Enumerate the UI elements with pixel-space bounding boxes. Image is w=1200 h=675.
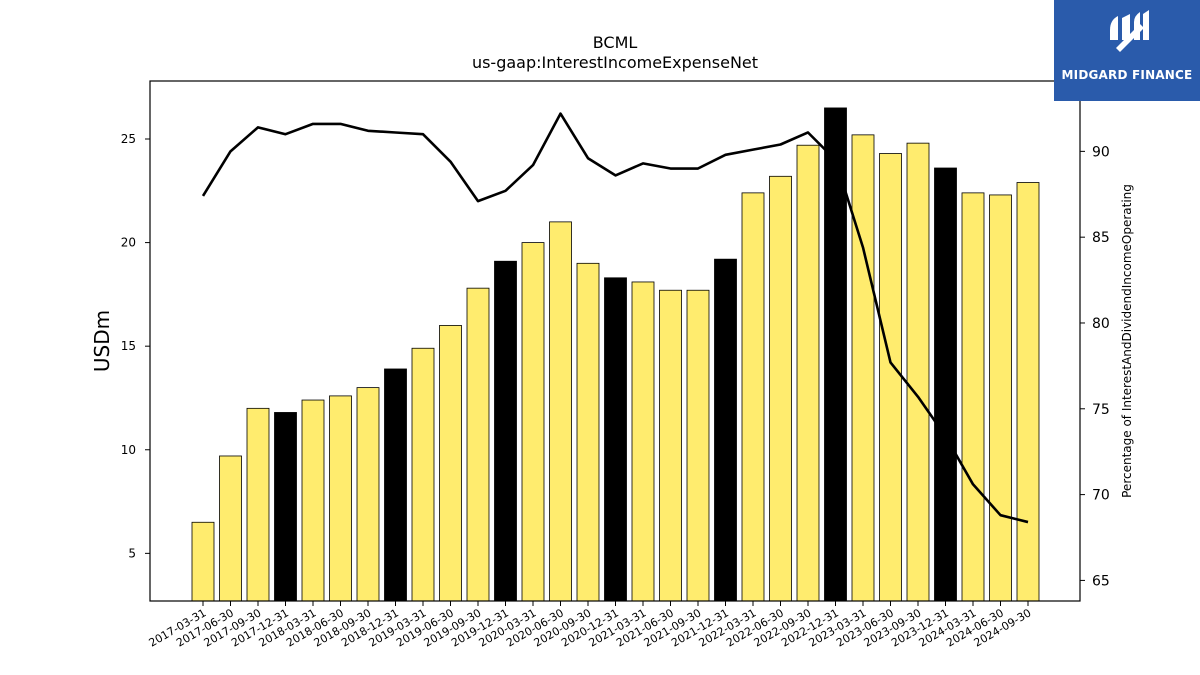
bar-2020-09-30 (576, 262, 600, 602)
x-axis-ticks: 2017-03-312017-06-302017-09-302017-12-31… (147, 601, 1034, 650)
bar-2017-03-31 (191, 521, 215, 602)
y2tick-label-85: 85 (1092, 230, 1110, 246)
logo-text: MIDGARD FINANCE (1061, 68, 1193, 82)
line-percentage (201, 112, 1029, 524)
bar-2018-12-31 (384, 368, 407, 602)
y2-axis-label: Percentage of InterestAndDividendIncomeO… (1120, 184, 1134, 498)
y2tick-label-80: 80 (1092, 316, 1110, 332)
bar-2023-03-31 (851, 134, 875, 602)
ytick-label-5: 5 (128, 546, 136, 560)
y2tick-label-70: 70 (1092, 488, 1110, 504)
y2tick-label-90: 90 (1092, 144, 1110, 160)
bar-2017-09-30 (246, 407, 270, 602)
left-axis-ticks: 5 10 15 20 25 (121, 132, 150, 560)
chart-title: BCML (593, 33, 638, 52)
bar-2023-06-30 (879, 153, 902, 602)
bar-2017-06-30 (219, 455, 242, 602)
bar-2021-06-30 (659, 289, 682, 602)
bar-2020-03-31 (521, 242, 545, 602)
bar-2021-03-31 (631, 281, 655, 602)
bar-series (191, 107, 1040, 602)
bar-2024-09-30 (1016, 182, 1040, 602)
logo-mark-icon (1110, 10, 1149, 52)
chart-subtitle: us-gaap:InterestIncomeExpenseNet (472, 53, 758, 72)
bar-2018-06-30 (329, 395, 352, 602)
ytick-label-25: 25 (121, 132, 136, 146)
right-axis-ticks: 65 70 75 80 85 90 (1080, 144, 1110, 589)
ytick-label-20: 20 (121, 236, 136, 250)
bar-2021-09-30 (686, 289, 710, 602)
bar-2017-12-31 (274, 412, 297, 602)
bar-2018-03-31 (301, 399, 325, 602)
bar-2018-09-30 (356, 387, 380, 602)
bar-2023-12-31 (934, 167, 957, 602)
bar-2022-09-30 (796, 144, 820, 602)
y2tick-label-65: 65 (1092, 573, 1110, 589)
ytick-label-15: 15 (121, 339, 136, 353)
bar-2019-09-30 (466, 287, 490, 602)
bar-2021-12-31 (714, 258, 737, 602)
bar-2024-03-31 (961, 192, 985, 602)
bar-2022-03-31 (741, 192, 765, 602)
bar-2023-09-30 (906, 142, 930, 602)
bar-2019-06-30 (439, 325, 462, 602)
line-series (201, 112, 1029, 524)
bar-2020-12-31 (604, 277, 627, 602)
logo: MIDGARD FINANCE (1054, 0, 1200, 101)
ytick-label-10: 10 (121, 443, 136, 457)
y2tick-label-75: 75 (1092, 402, 1110, 418)
y-axis-label: USDm (90, 310, 114, 372)
bar-2019-12-31 (494, 260, 517, 602)
bar-2022-06-30 (769, 175, 792, 602)
bar-2019-03-31 (411, 347, 435, 602)
bar-2024-06-30 (989, 194, 1012, 602)
bar-2020-06-30 (549, 221, 572, 602)
